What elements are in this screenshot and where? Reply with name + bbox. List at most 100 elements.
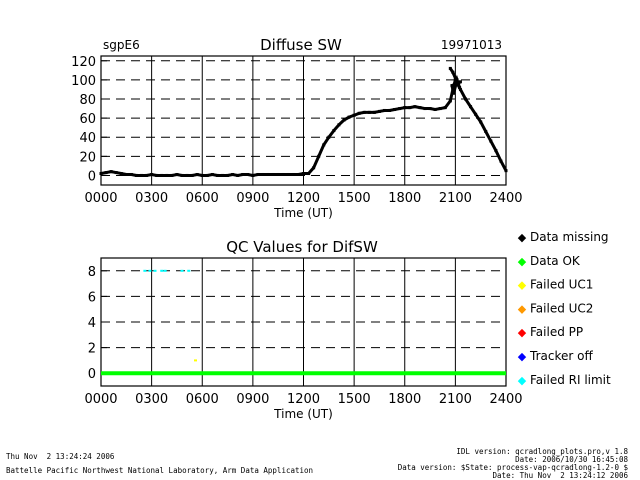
data-point [456,82,460,86]
y-tick-label: 60 [79,112,96,127]
bottom-chart-title: QC Values for DifSW [226,238,378,256]
legend-marker: ◆ [518,302,527,315]
data-point [236,173,240,177]
data-point [163,269,167,272]
data-point [180,269,184,272]
data-point [317,154,321,158]
data-point [160,269,164,272]
site-label: sgpE6 [103,38,140,52]
footer-right-line1: IDL version: qcradlong_plots.pro,v 1.8 [456,447,628,456]
data-point [271,172,275,176]
x-axis-label: Time (UT) [273,407,333,421]
legend-label: Failed PP [530,325,583,339]
legend-marker: ◆ [518,326,527,339]
y-tick-label: 100 [71,74,96,89]
y-tick-label: 0 [88,169,96,184]
data-point [251,173,255,177]
legend-label: Data OK [530,254,581,268]
data-point [114,171,118,175]
x-tick-label: 0900 [236,392,269,407]
x-tick-label: 1800 [388,191,421,206]
data-point [479,120,483,124]
legend-marker: ◆ [518,279,527,292]
y-tick-label: 120 [71,55,96,70]
data-point [367,110,371,114]
legend-label: Failed RI limit [530,373,611,387]
y-tick-label: 8 [88,265,96,280]
x-tick-label: 1500 [338,191,371,206]
data-point [261,172,265,176]
data-point [165,173,169,177]
data-point [150,172,154,176]
data-point [185,173,189,177]
data-point [187,269,191,272]
data-point [266,172,270,176]
legend: ◆ Data missing◆ Data OK◆ Failed UC1◆ Failed … [518,230,611,387]
data-point [307,172,311,176]
data-point [423,107,427,111]
data-point [256,172,260,176]
x-tick-label: 0300 [135,392,168,407]
data-point [195,172,199,176]
data-point [377,109,381,113]
x-tick-label: 2400 [489,392,522,407]
data-point [352,113,356,117]
x-tick-label: 0000 [84,392,117,407]
data-point [448,66,452,70]
y-tick-label: 20 [79,150,96,165]
data-point [119,172,123,176]
data-point [413,105,417,109]
data-point [448,99,452,103]
data-point [347,115,351,119]
data-point [194,359,197,362]
footer-left-line1: Thu Nov 2 13:24:24 2006 [6,452,115,461]
data-point [221,173,224,177]
x-tick-label: 0300 [135,191,168,206]
data-point [484,129,488,133]
data-point [180,173,184,177]
legend-label: Tracker off [529,349,593,363]
data-point [153,269,157,272]
data-point [145,173,149,177]
data-point [453,76,457,80]
data-point [312,166,316,170]
bottom-plot: 0000 0300 0600 0900 1200 1500 1800 2100 2400 0 2 4 6… [84,257,523,421]
y-tick-label: 80 [79,93,96,108]
data-point [372,110,376,114]
x-tick-label: 1200 [287,191,320,206]
data-point [241,172,245,176]
data-point [246,172,250,176]
y-tick-label: 0 [88,367,96,382]
legend-label: Failed UC2 [530,301,593,315]
data-point [291,172,295,176]
data-point [489,139,493,143]
footer-right-line3: Data version: $State: process-vap-qcradl… [397,463,628,472]
date-label: 19971013 [441,38,502,52]
data-point [109,170,113,174]
data-point [124,172,128,176]
data-point [458,86,462,90]
data-point [155,173,159,177]
data-point [148,269,152,272]
x-tick-label: 0900 [236,191,269,206]
data-point [393,108,397,112]
data-point [443,106,447,110]
x-tick-label: 0600 [186,392,219,407]
data-point [418,106,422,110]
data-point [438,107,442,111]
data-point [494,149,498,153]
data-point [99,172,103,176]
y-tick-label: 40 [79,131,96,146]
data-point [450,84,454,88]
data-point [388,108,392,112]
data-point [327,135,331,139]
x-tick-label: 0600 [186,191,219,206]
data-point [408,106,412,110]
data-point [160,173,164,177]
data-point [428,107,432,111]
data-point [134,173,138,177]
top-plot: 0000 0300 0600 0900 1200 1500 1800 2100 2400 0 20 4… [71,55,522,220]
plot-frame [100,55,507,186]
data-point [332,129,336,133]
